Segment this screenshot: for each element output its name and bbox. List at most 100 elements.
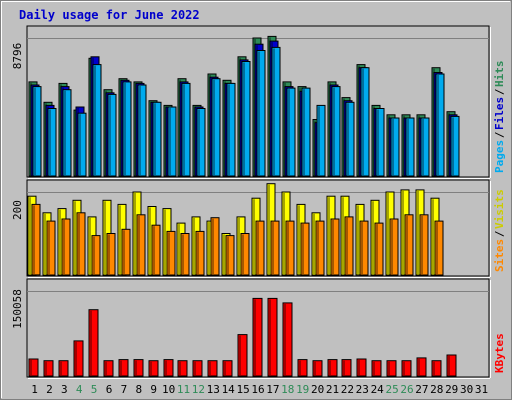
bar-sites-day-23 — [359, 220, 369, 276]
bar-pages-day-4 — [77, 112, 87, 177]
bar-shade-kbytes-day-17 — [269, 299, 271, 375]
bar-shade-pages-day-2 — [49, 109, 51, 175]
x-tick-label-26: 26 — [400, 383, 413, 396]
bar-kbytes-day-12 — [192, 360, 203, 377]
bar-shade-visits-day-4 — [74, 201, 76, 274]
bar-shade-sites-day-6 — [108, 234, 110, 274]
series-kbytes — [28, 297, 457, 377]
bar-shade-visits-day-20 — [313, 213, 315, 275]
x-tick-label-7: 7 — [121, 383, 128, 396]
bar-shade-sites-day-10 — [168, 232, 170, 274]
bar-shade-kbytes-day-27 — [418, 358, 420, 375]
bar-sites-day-17 — [270, 220, 280, 276]
bar-shade-sites-day-7 — [123, 230, 125, 274]
bar-shade-visits-day-19 — [298, 205, 300, 274]
bar-shade-kbytes-day-5 — [90, 310, 92, 375]
bar-shade-sites-day-11 — [182, 234, 184, 274]
bar-shade-kbytes-day-12 — [194, 361, 196, 375]
bar-pages-day-21 — [331, 86, 341, 177]
bar-pages-day-26 — [405, 117, 415, 177]
x-axis: 1 2 3 4 5 6 7 8 9 10 11 12 13 14 15 16 17 18 19 20 21 22 23 24 2… — [31, 383, 488, 396]
bar-shade-pages-day-12 — [198, 109, 200, 175]
bar-shade-sites-day-14 — [227, 236, 229, 274]
bar-shade-pages-day-9 — [154, 103, 156, 175]
bar-shade-visits-day-2 — [44, 213, 46, 275]
x-tick-label-14: 14 — [222, 383, 236, 396]
bar-shade-pages-day-4 — [79, 114, 81, 175]
bar-shade-kbytes-day-22 — [343, 360, 345, 375]
bar-shade-sites-day-21 — [332, 220, 334, 274]
bar-shade-sites-day-5 — [93, 236, 95, 274]
bar-pages-day-19 — [301, 87, 311, 177]
bar-kbytes-day-17 — [267, 297, 278, 377]
bar-sites-day-8 — [136, 214, 146, 276]
bar-sites-day-7 — [121, 228, 131, 276]
bar-shade-visits-day-27 — [417, 190, 419, 274]
bar-kbytes-day-10 — [163, 359, 174, 377]
bar-kbytes-day-22 — [341, 359, 352, 377]
bar-shade-visits-day-16 — [253, 199, 255, 274]
bar-pages-day-3 — [62, 89, 72, 177]
legend-visits: Visits — [493, 189, 506, 229]
bar-kbytes-day-15 — [237, 334, 248, 377]
bar-sites-day-9 — [151, 224, 161, 276]
x-tick-label-25: 25 — [385, 383, 398, 396]
bar-shade-sites-day-28 — [436, 222, 438, 274]
bar-shade-pages-day-13 — [213, 79, 215, 175]
bar-shade-kbytes-day-28 — [433, 361, 435, 375]
bar-shade-kbytes-day-14 — [224, 361, 226, 375]
bar-shade-sites-day-12 — [197, 232, 199, 274]
bar-pages-day-8 — [137, 84, 147, 177]
bar-sites-day-24 — [374, 222, 384, 276]
bar-shade-pages-day-8 — [139, 86, 141, 175]
x-tick-label-11: 11 — [177, 383, 190, 396]
bar-shade-kbytes-day-23 — [358, 360, 360, 375]
bar-shade-kbytes-day-16 — [254, 299, 256, 375]
bar-sites-day-27 — [419, 214, 429, 276]
bar-sites-day-13 — [210, 217, 220, 276]
bar-pages-day-22 — [345, 101, 355, 177]
x-tick-label-4: 4 — [76, 383, 83, 396]
bar-shade-kbytes-day-6 — [105, 361, 107, 375]
bar-shade-pages-day-29 — [452, 117, 454, 175]
x-tick-label-5: 5 — [91, 383, 98, 396]
x-tick-label-27: 27 — [415, 383, 428, 396]
bar-shade-kbytes-day-2 — [45, 361, 47, 375]
bar-shade-sites-day-19 — [302, 224, 304, 274]
bar-sites-day-16 — [255, 220, 265, 276]
bar-shade-visits-day-14 — [223, 234, 225, 274]
bar-sites-day-25 — [389, 218, 399, 276]
bar-kbytes-day-1 — [28, 358, 39, 377]
bar-shade-pages-day-27 — [422, 119, 424, 175]
bar-sites-day-15 — [240, 233, 250, 276]
bar-pages-day-20 — [316, 104, 326, 177]
bar-shade-kbytes-day-15 — [239, 335, 241, 375]
x-tick-label-8: 8 — [135, 383, 142, 396]
x-tick-label-12: 12 — [192, 383, 205, 396]
x-tick-label-23: 23 — [356, 383, 369, 396]
bar-shade-pages-day-14 — [228, 84, 230, 175]
panel-legend: KBytes — [493, 333, 506, 373]
bar-shade-kbytes-day-10 — [165, 360, 167, 375]
legend-separator: / — [493, 230, 506, 237]
bar-pages-day-5 — [92, 64, 102, 177]
axis-max-label: 8796 — [11, 43, 24, 70]
bar-kbytes-day-7 — [118, 359, 129, 377]
bar-shade-pages-day-26 — [407, 119, 409, 175]
bar-pages-day-6 — [107, 93, 117, 177]
bar-pages-day-13 — [211, 78, 221, 177]
series-sites — [31, 203, 444, 276]
bar-kbytes-day-24 — [371, 360, 382, 377]
bar-shade-visits-day-6 — [104, 201, 106, 274]
bar-kbytes-day-23 — [356, 358, 367, 377]
bar-shade-pages-day-16 — [258, 51, 260, 175]
bar-pages-day-9 — [152, 101, 162, 177]
bar-pages-day-25 — [390, 117, 400, 177]
panel-visits-sites: 200 Sites /Visits — [11, 179, 506, 278]
bar-kbytes-day-21 — [327, 359, 338, 377]
bar-sites-day-1 — [31, 203, 41, 276]
bar-shade-sites-day-27 — [421, 215, 423, 274]
bar-kbytes-day-14 — [222, 360, 233, 377]
legend-kbytes: KBytes — [493, 333, 506, 373]
bar-shade-sites-day-24 — [376, 224, 378, 274]
